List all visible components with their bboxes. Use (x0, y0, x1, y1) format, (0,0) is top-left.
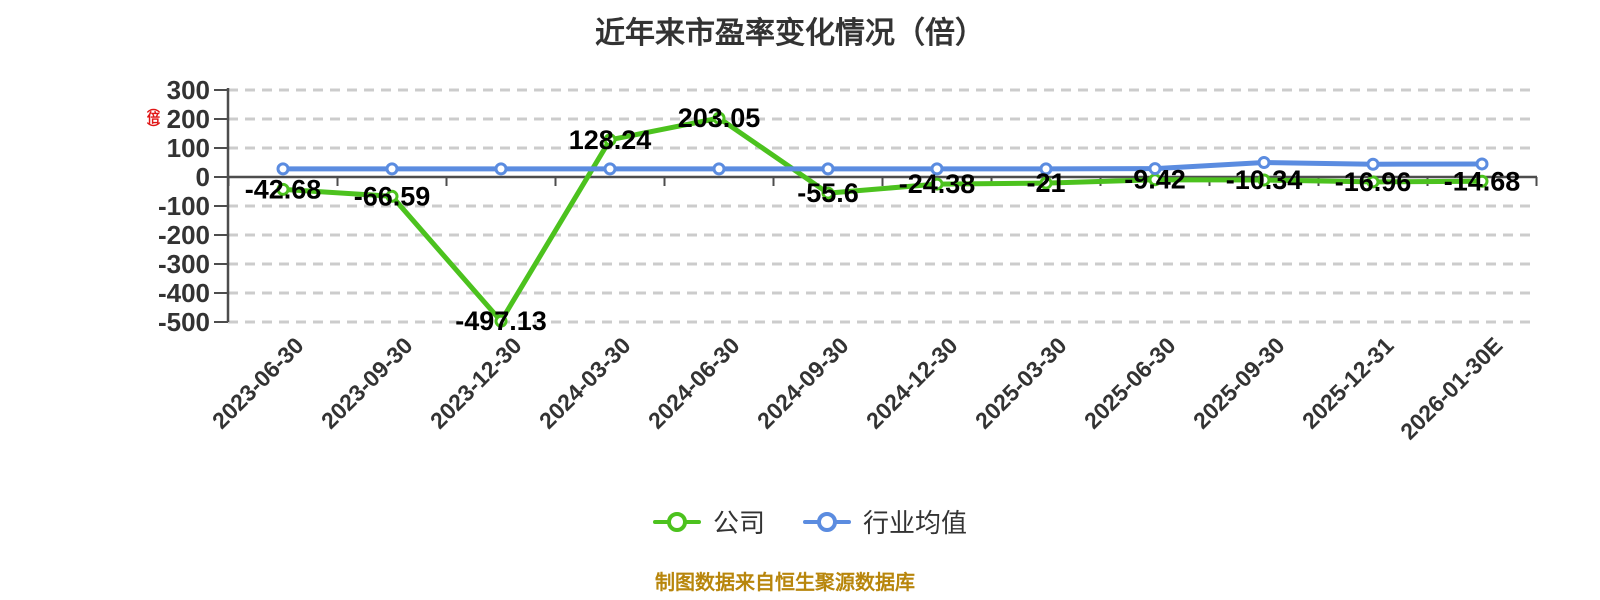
data-point[interactable] (276, 162, 290, 176)
svg-text:2025-09-30: 2025-09-30 (1188, 332, 1290, 434)
data-point[interactable] (1039, 176, 1053, 190)
legend-label-company: 公司 (712, 508, 765, 538)
data-point[interactable] (712, 162, 726, 176)
svg-text:2024-03-30: 2024-03-30 (534, 332, 636, 434)
svg-text:0: 0 (196, 162, 210, 192)
svg-text:2025-03-30: 2025-03-30 (970, 332, 1072, 434)
axes (214, 88, 1538, 323)
data-point[interactable] (1366, 175, 1380, 189)
data-point[interactable] (494, 314, 508, 328)
chart-title: 近年来市盈率变化情况（倍） (595, 17, 985, 50)
svg-text:-16.96: -16.96 (1335, 167, 1412, 197)
data-point[interactable] (930, 177, 944, 191)
svg-text:-200: -200 (158, 220, 210, 250)
legend: 公司 行业均值 (0, 503, 1600, 540)
svg-text:200: 200 (167, 104, 210, 134)
svg-text:2026-01-30E: 2026-01-30E (1395, 332, 1507, 444)
data-source-caption: 制图数据来自恒生聚源数据库 (655, 572, 915, 594)
data-point[interactable] (1148, 162, 1162, 176)
data-point[interactable] (1039, 162, 1053, 176)
svg-text:2024-06-30: 2024-06-30 (643, 332, 745, 434)
data-point[interactable] (1366, 157, 1380, 171)
data-point[interactable] (603, 133, 617, 147)
svg-text:2023-09-30: 2023-09-30 (316, 332, 418, 434)
svg-text:-24.38: -24.38 (899, 169, 976, 199)
svg-text:-400: -400 (158, 278, 210, 308)
industry-series-marker-icon (803, 511, 851, 533)
x-axis-labels: 2023-06-30 2023-09-30 2023-12-30 2024-03-30… (207, 332, 1508, 445)
point-value-labels: -42.68 -66.59 -497.13 128.24 203.05 -55.6 -24.… (245, 103, 1521, 336)
svg-text:203.05: 203.05 (678, 103, 761, 133)
data-point[interactable] (712, 111, 726, 125)
data-point[interactable] (385, 189, 399, 203)
svg-text:-9.42: -9.42 (1124, 165, 1186, 195)
svg-text:2025-06-30: 2025-06-30 (1079, 332, 1181, 434)
svg-text:2024-12-30: 2024-12-30 (861, 332, 963, 434)
data-point[interactable] (821, 186, 835, 200)
svg-text:300: 300 (167, 75, 210, 105)
svg-text:-500: -500 (158, 307, 210, 337)
svg-text:128.24: 128.24 (569, 125, 652, 155)
gridlines (228, 88, 1536, 324)
svg-text:100: 100 (167, 133, 210, 163)
series-industry-average (276, 156, 1489, 176)
svg-text:2023-06-30: 2023-06-30 (207, 332, 309, 434)
svg-text:-300: -300 (158, 249, 210, 279)
y-axis-unit-label: （倍） (145, 100, 160, 133)
svg-text:-14.68: -14.68 (1444, 166, 1521, 196)
svg-text:-42.68: -42.68 (245, 174, 322, 204)
svg-text:-100: -100 (158, 191, 210, 221)
legend-label-industry-average: 行业均值 (863, 508, 968, 538)
data-point[interactable] (385, 162, 399, 176)
data-point[interactable] (1475, 157, 1489, 171)
svg-text:-66.59: -66.59 (354, 181, 431, 211)
data-point[interactable] (494, 162, 508, 176)
svg-text:-55.6: -55.6 (797, 178, 859, 208)
data-point[interactable] (1475, 174, 1489, 188)
svg-text:2024-09-30: 2024-09-30 (752, 332, 854, 434)
legend-item-company[interactable]: 公司 (652, 503, 765, 540)
data-point[interactable] (1257, 156, 1271, 169)
svg-text:-10.34: -10.34 (1226, 165, 1303, 195)
svg-text:-497.13: -497.13 (455, 306, 547, 336)
data-point[interactable] (821, 162, 835, 176)
data-point[interactable] (603, 162, 617, 176)
svg-text:2023-12-30: 2023-12-30 (425, 332, 527, 434)
svg-text:2025-12-31: 2025-12-31 (1297, 332, 1399, 434)
data-point[interactable] (1257, 173, 1271, 187)
data-point[interactable] (276, 182, 290, 196)
legend-item-industry-average[interactable]: 行业均值 (803, 503, 967, 540)
data-point[interactable] (930, 162, 944, 176)
svg-text:-21: -21 (1026, 168, 1065, 198)
company-series-marker-icon (652, 511, 701, 533)
